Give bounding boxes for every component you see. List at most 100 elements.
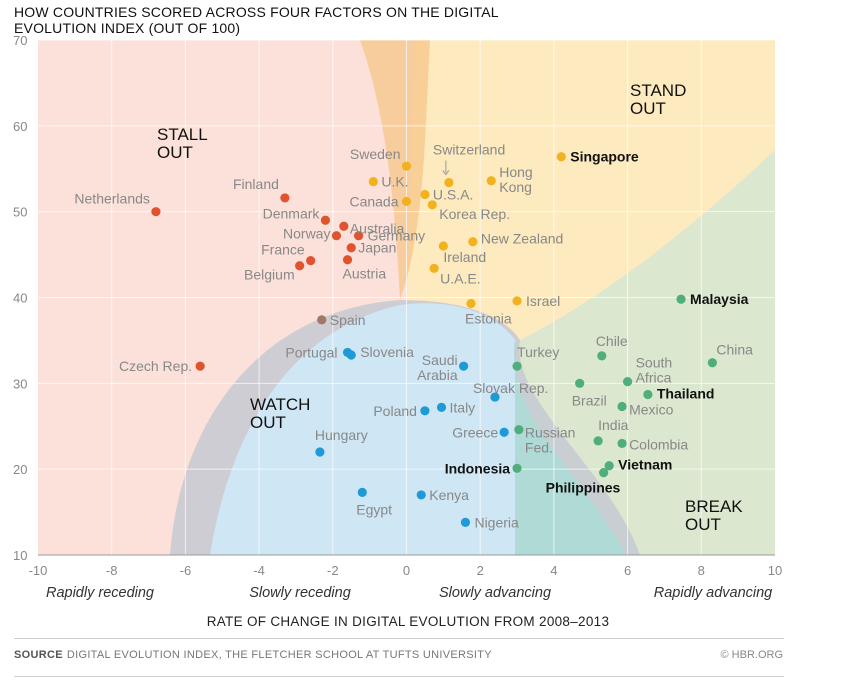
data-point	[643, 389, 653, 400]
point-label: Portugal	[285, 344, 337, 360]
point-label: Thailand	[657, 385, 715, 401]
point-label: Hong Kong	[499, 164, 532, 195]
point-label: New Zealand	[481, 231, 563, 247]
point-label: Greece	[452, 424, 498, 440]
footer-divider	[14, 638, 784, 639]
data-point	[306, 255, 316, 266]
data-point	[459, 361, 469, 371]
point-label: Korea Rep.	[439, 206, 510, 222]
point-labels: Netherlands Czech Rep. Finland Denmark Norwa…	[74, 141, 753, 530]
data-point	[486, 176, 496, 186]
x-tick-label: -6	[180, 563, 192, 578]
point-label: Finland	[233, 176, 279, 192]
point-label: Colombia	[629, 436, 688, 452]
data-point	[460, 517, 471, 527]
footer-bottom-rule	[14, 676, 784, 677]
data-point	[604, 461, 614, 471]
point-label: China	[716, 342, 753, 358]
point-label: Austria	[343, 266, 387, 282]
data-point	[466, 298, 476, 309]
data-point	[346, 350, 356, 360]
point-label: Saudi Arabia	[417, 352, 458, 383]
x-axis-descriptor: Slowly receding	[249, 585, 351, 601]
data-point	[593, 436, 603, 446]
zone-label: WATCH OUT	[250, 395, 310, 432]
point-label: Switzerland	[433, 141, 505, 157]
data-point	[617, 438, 627, 449]
data-point	[339, 221, 349, 231]
x-tick-label: -4	[253, 563, 265, 578]
point-label: South Africa	[636, 355, 673, 386]
x-tick-label: -8	[106, 563, 118, 578]
point-label: U.S.A.	[433, 187, 473, 203]
data-point	[331, 231, 342, 241]
data-point	[342, 255, 353, 265]
y-tick-label: 50	[13, 205, 27, 220]
zone-label: STALL OUT	[157, 125, 208, 162]
data-point	[438, 241, 448, 251]
source-text: DIGITAL EVOLUTION INDEX, THE FLETCHER SC…	[66, 649, 492, 661]
point-label: Indonesia	[445, 460, 511, 476]
point-label: Estonia	[465, 311, 512, 327]
data-point	[512, 361, 522, 371]
data-points	[151, 152, 717, 527]
data-point	[368, 177, 378, 187]
data-point	[357, 487, 367, 497]
data-point	[707, 358, 717, 368]
x-axis-title: RATE OF CHANGE IN DIGITAL EVOLUTION FROM…	[207, 614, 610, 629]
data-point	[317, 315, 327, 325]
data-point	[151, 207, 161, 217]
point-label: Philippines	[546, 480, 621, 496]
data-point	[556, 152, 566, 162]
chart-title: HOW COUNTRIES SCORED ACROSS FOUR FACTORS…	[14, 4, 499, 36]
point-label: Netherlands	[74, 191, 150, 207]
x-axis-descriptor: Rapidly receding	[46, 585, 154, 601]
point-label: India	[598, 417, 629, 433]
point-label: Italy	[450, 399, 476, 415]
point-label: Mexico	[629, 402, 674, 418]
source-note: SOURCE DIGITAL EVOLUTION INDEX, THE FLETC…	[14, 649, 492, 661]
x-axis-descriptor: Slowly advancing	[439, 585, 551, 601]
x-tick-label: 10	[768, 563, 782, 578]
data-point	[195, 361, 205, 371]
data-point	[346, 243, 356, 253]
point-label: Russian Fed.	[525, 425, 576, 456]
data-point	[295, 261, 305, 271]
data-point	[512, 296, 522, 306]
x-tick-label: 0	[403, 563, 410, 578]
zone-label: STAND OUT	[630, 81, 686, 118]
point-label: France	[261, 242, 305, 258]
data-point	[575, 378, 585, 388]
point-label: Nigeria	[474, 514, 519, 530]
data-point	[514, 425, 524, 435]
grid-lines	[38, 39, 775, 555]
point-label: U.A.E.	[440, 270, 480, 286]
scatter-chart: 10 20 30 40 50 60 70 -10 -8 -6 -4 -2 0 2 4 6 8 10 Rapidly …	[13, 33, 782, 629]
y-tick-label: 10	[13, 548, 27, 563]
x-tick-label: -2	[327, 563, 339, 578]
point-label: Canada	[349, 193, 398, 209]
point-label: U.K.	[381, 174, 408, 190]
zone-labels: STALL OUT STAND OUT WATCH OUT BREAK OUT	[157, 81, 743, 534]
data-point	[512, 463, 522, 473]
point-label: Singapore	[570, 149, 639, 165]
switzerland-pointer-arrow	[442, 170, 450, 176]
data-point	[436, 402, 447, 412]
y-tick-label: 60	[13, 119, 27, 134]
point-label: Norway	[283, 226, 330, 242]
data-point	[490, 392, 500, 402]
y-tick-label: 30	[13, 376, 27, 391]
point-label: Malaysia	[690, 291, 749, 307]
data-point	[315, 447, 325, 457]
data-point	[623, 377, 633, 387]
x-tick-label: 6	[624, 563, 631, 578]
credit: © HBR.ORG	[720, 649, 784, 661]
x-tick-label: -10	[29, 563, 48, 578]
source-label: SOURCE	[14, 649, 63, 661]
data-point	[617, 401, 627, 412]
point-label: Ireland	[443, 249, 486, 265]
x-tick-label: 8	[698, 563, 705, 578]
data-point	[420, 189, 430, 200]
point-label: Spain	[330, 312, 366, 328]
data-point	[597, 351, 607, 361]
